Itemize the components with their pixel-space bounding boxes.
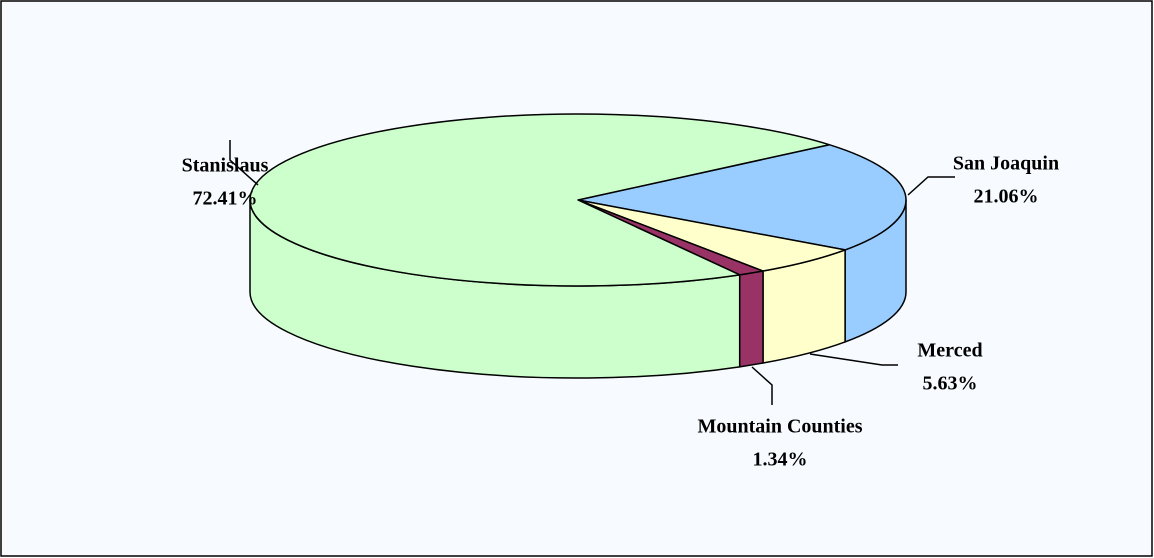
slice-label-name: Mountain Counties xyxy=(697,416,862,438)
slice-label-value: 1.34% xyxy=(753,449,808,471)
leader-line xyxy=(907,176,955,196)
slice-label-value: 5.63% xyxy=(923,373,978,395)
leader-line xyxy=(751,366,773,405)
slice-label-name: San Joaquin xyxy=(953,153,1059,175)
leader-line xyxy=(229,140,259,186)
slice-label-name: Merced xyxy=(917,340,982,362)
leader-line xyxy=(809,353,898,366)
pie-slice xyxy=(249,113,831,287)
slice-label-name: Stanislaus xyxy=(182,155,269,177)
slice-label-value: 72.41% xyxy=(193,188,258,210)
pie-slice xyxy=(577,143,907,251)
pie-side xyxy=(738,270,764,368)
slice-label-value: 21.06% xyxy=(974,186,1039,208)
